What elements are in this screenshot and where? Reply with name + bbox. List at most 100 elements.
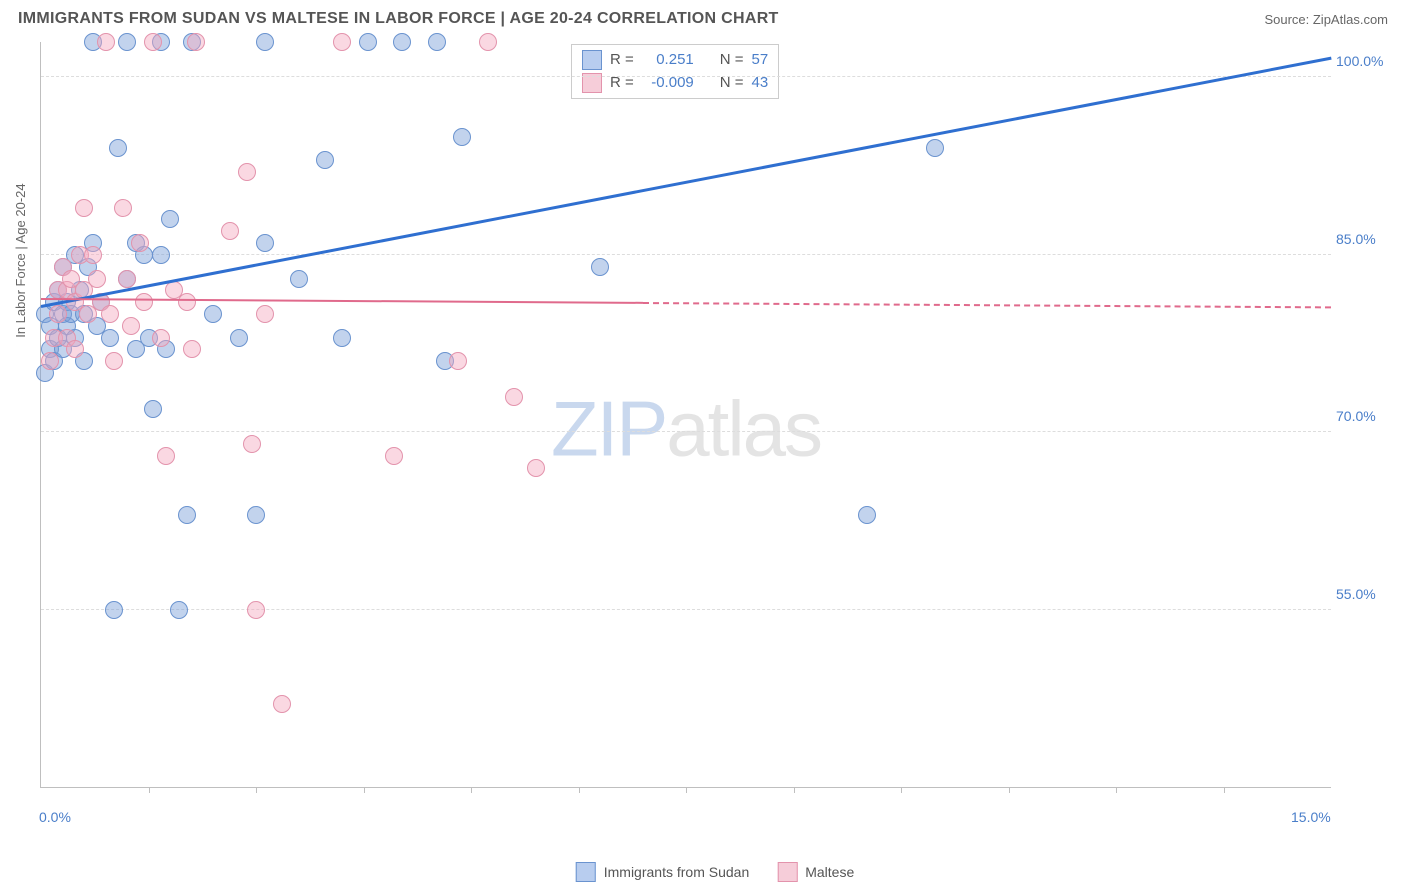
n-value-0: 57 [752,49,769,72]
x-tick [1224,787,1225,793]
data-point [238,163,256,181]
x-tick [579,787,580,793]
data-point [221,222,239,240]
data-point [105,352,123,370]
data-point [178,293,196,311]
legend-label: Maltese [805,864,854,880]
swatch-icon [576,862,596,882]
data-point [152,329,170,347]
legend-label: Immigrants from Sudan [604,864,750,880]
data-point [385,447,403,465]
gridline [41,254,1331,255]
x-tick-label: 0.0% [39,809,71,825]
watermark: ZIPatlas [551,384,821,475]
r-label: R = [610,49,634,72]
x-tick [1009,787,1010,793]
data-point [161,210,179,228]
y-tick-label: 70.0% [1336,408,1391,424]
data-point [105,601,123,619]
x-tick [471,787,472,793]
data-point [243,435,261,453]
data-point [247,601,265,619]
data-point [527,459,545,477]
data-point [449,352,467,370]
data-point [131,234,149,252]
chart-container: In Labor Force | Age 20-24 ZIPatlas R = … [40,42,1390,842]
data-point [273,695,291,713]
stats-legend: R = 0.251 N = 57 R = -0.009 N = 43 [571,44,779,99]
r-value-1: -0.009 [642,72,694,95]
chart-source: Source: ZipAtlas.com [1264,12,1388,27]
data-point [152,246,170,264]
x-tick-label: 15.0% [1291,809,1331,825]
x-tick [149,787,150,793]
x-tick [256,787,257,793]
data-point [230,329,248,347]
data-point [122,317,140,335]
data-point [359,33,377,51]
data-point [858,506,876,524]
data-point [926,139,944,157]
data-point [144,33,162,51]
x-tick [364,787,365,793]
n-label: N = [720,49,744,72]
data-point [453,128,471,146]
data-point [479,33,497,51]
data-point [109,139,127,157]
plot-area: In Labor Force | Age 20-24 ZIPatlas R = … [40,42,1331,788]
data-point [256,33,274,51]
data-point [183,340,201,358]
data-point [290,270,308,288]
data-point [84,246,102,264]
x-tick [1116,787,1117,793]
data-point [49,305,67,323]
chart-header: IMMIGRANTS FROM SUDAN VS MALTESE IN LABO… [0,0,1406,34]
data-point [88,270,106,288]
data-point [97,33,115,51]
data-point [316,151,334,169]
x-tick [901,787,902,793]
y-axis-title: In Labor Force | Age 20-24 [13,183,28,337]
r-label: R = [610,72,634,95]
data-point [187,33,205,51]
gridline [41,609,1331,610]
data-point [114,199,132,217]
y-tick-label: 55.0% [1336,586,1391,602]
data-point [144,400,162,418]
data-point [66,340,84,358]
trend-line [41,298,643,304]
chart-title: IMMIGRANTS FROM SUDAN VS MALTESE IN LABO… [18,10,779,28]
y-tick-label: 85.0% [1336,231,1391,247]
data-point [333,33,351,51]
data-point [204,305,222,323]
data-point [333,329,351,347]
swatch-icon [582,50,602,70]
data-point [591,258,609,276]
data-point [157,447,175,465]
data-point [135,293,153,311]
stats-row-0: R = 0.251 N = 57 [582,49,768,72]
watermark-zip: ZIP [551,385,666,473]
data-point [393,33,411,51]
y-tick-label: 100.0% [1336,53,1391,69]
data-point [505,388,523,406]
legend-item: Immigrants from Sudan [576,862,750,882]
data-point [101,329,119,347]
r-value-0: 0.251 [642,49,694,72]
data-point [118,33,136,51]
data-point [428,33,446,51]
watermark-atlas: atlas [666,385,821,473]
data-point [101,305,119,323]
n-value-1: 43 [752,72,769,95]
gridline [41,431,1331,432]
data-point [256,234,274,252]
n-label: N = [720,72,744,95]
swatch-icon [777,862,797,882]
data-point [178,506,196,524]
data-point [247,506,265,524]
x-tick [794,787,795,793]
trend-line [643,302,1331,308]
data-point [170,601,188,619]
x-tick [686,787,687,793]
stats-row-1: R = -0.009 N = 43 [582,72,768,95]
